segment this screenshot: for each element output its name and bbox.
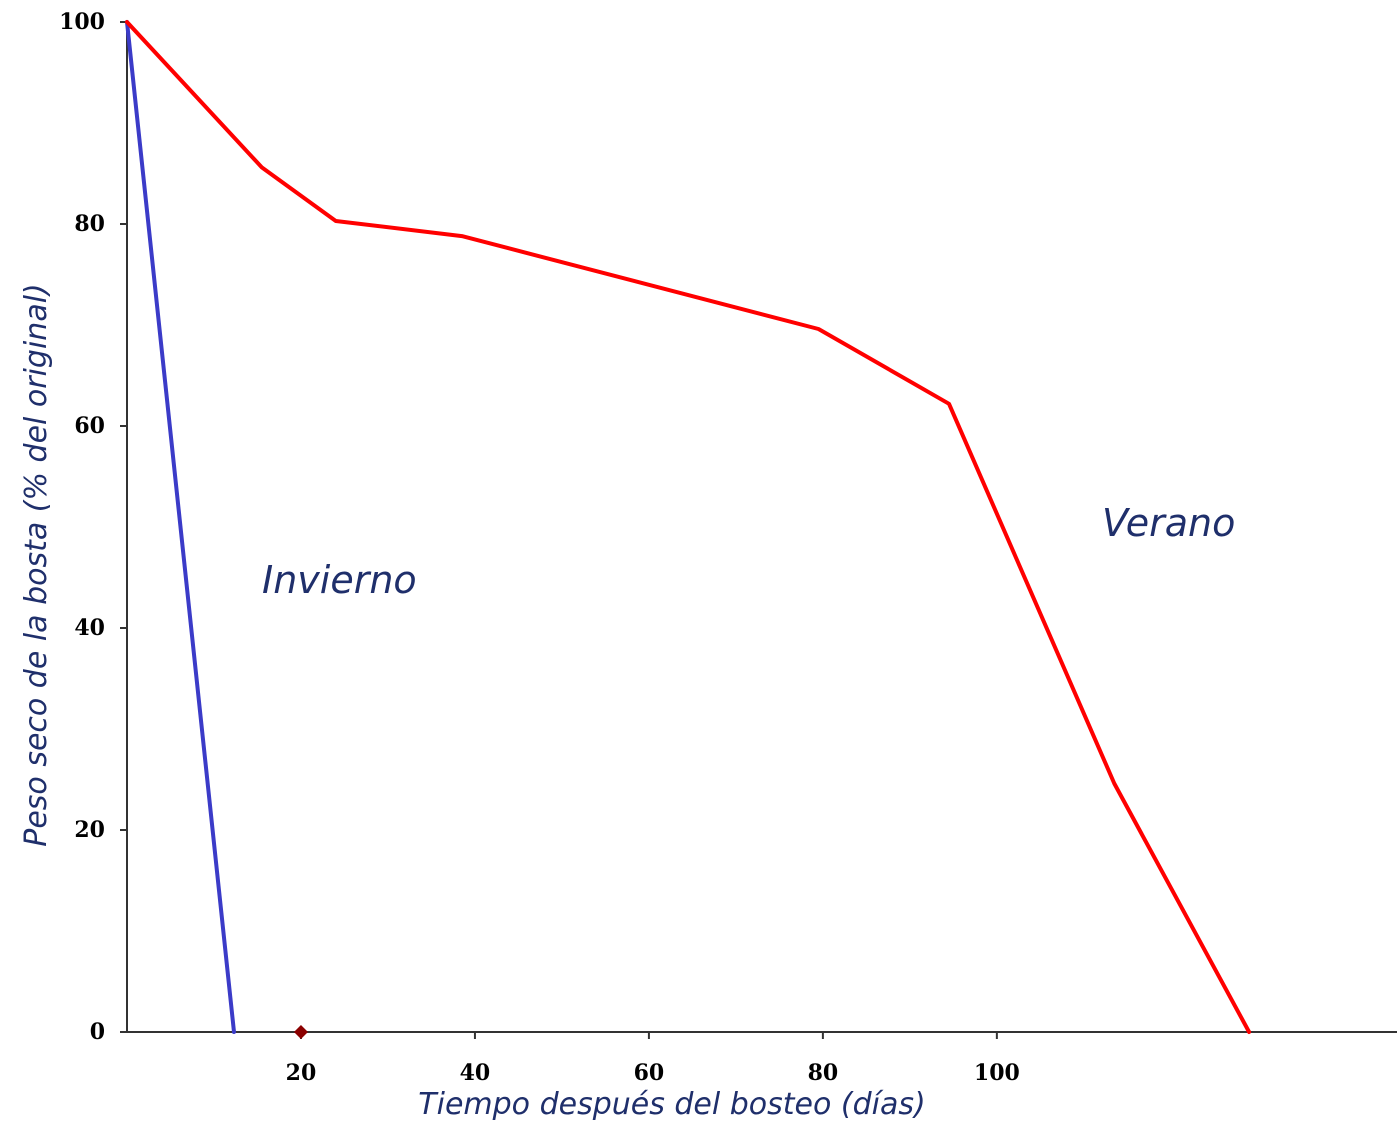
- x-ticks: 20 40 60 80 100: [286, 1032, 1020, 1086]
- data-marker: [293, 1025, 308, 1039]
- y-tick-label: 60: [74, 413, 105, 439]
- series-lines: [125, 20, 1252, 1034]
- y-tick-label: 20: [74, 817, 105, 843]
- marker-layer: [293, 1025, 308, 1039]
- series-label-invierno: Invierno: [262, 558, 417, 602]
- x-axis-title: Tiempo después del bosteo (días): [418, 1087, 925, 1122]
- series-line-verano: [125, 20, 1252, 1034]
- y-tick-label: 80: [74, 211, 105, 237]
- x-tick-label: 60: [634, 1060, 665, 1086]
- x-tick-label: 20: [286, 1060, 317, 1086]
- y-tick-label: 40: [74, 615, 105, 641]
- x-tick-label: 40: [460, 1060, 491, 1086]
- x-tick-label: 80: [808, 1060, 839, 1086]
- y-axis-title: Peso seco de la bosta (% del original): [19, 283, 54, 847]
- series-line-invierno: [125, 20, 236, 1034]
- x-tick-label: 100: [974, 1060, 1020, 1086]
- series-labels: Invierno Verano: [262, 501, 1235, 602]
- axes: [126, 22, 1397, 1033]
- y-tick-label: 100: [59, 9, 105, 35]
- y-tick-label: 0: [90, 1019, 105, 1045]
- series-label-verano: Verano: [1102, 501, 1235, 545]
- y-ticks: 0 20 40 60 80 100: [59, 9, 127, 1045]
